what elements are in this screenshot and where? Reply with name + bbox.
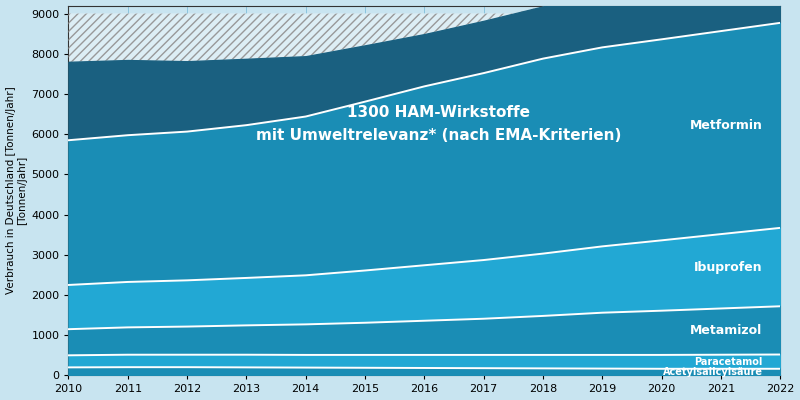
Text: Acetylsalicylsäure: Acetylsalicylsäure <box>662 367 762 377</box>
Text: Metamizol: Metamizol <box>690 324 762 337</box>
Text: Metformin: Metformin <box>690 119 762 132</box>
Text: 1300 HAM-Wirkstoffe
mit Umweltrelevanz* (nach EMA-Kriterien): 1300 HAM-Wirkstoffe mit Umweltrelevanz* … <box>256 105 622 142</box>
Text: Paracetamol: Paracetamol <box>694 357 762 367</box>
Text: Ibuprofen: Ibuprofen <box>694 260 762 274</box>
Y-axis label: Verbrauch in Deutschland [Tonnen/Jahr]
[Tonnen/Jahr]: Verbrauch in Deutschland [Tonnen/Jahr] [… <box>6 87 27 294</box>
